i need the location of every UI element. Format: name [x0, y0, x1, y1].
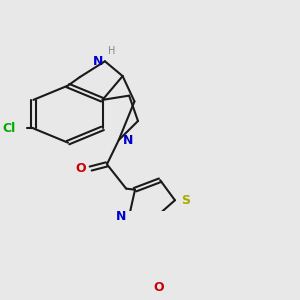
Text: N: N [123, 134, 134, 146]
Text: H: H [108, 46, 115, 56]
Text: N: N [93, 55, 104, 68]
Text: O: O [153, 280, 164, 294]
Text: S: S [181, 194, 190, 207]
Text: Cl: Cl [2, 122, 16, 135]
Text: N: N [116, 210, 126, 223]
Text: O: O [76, 162, 86, 175]
